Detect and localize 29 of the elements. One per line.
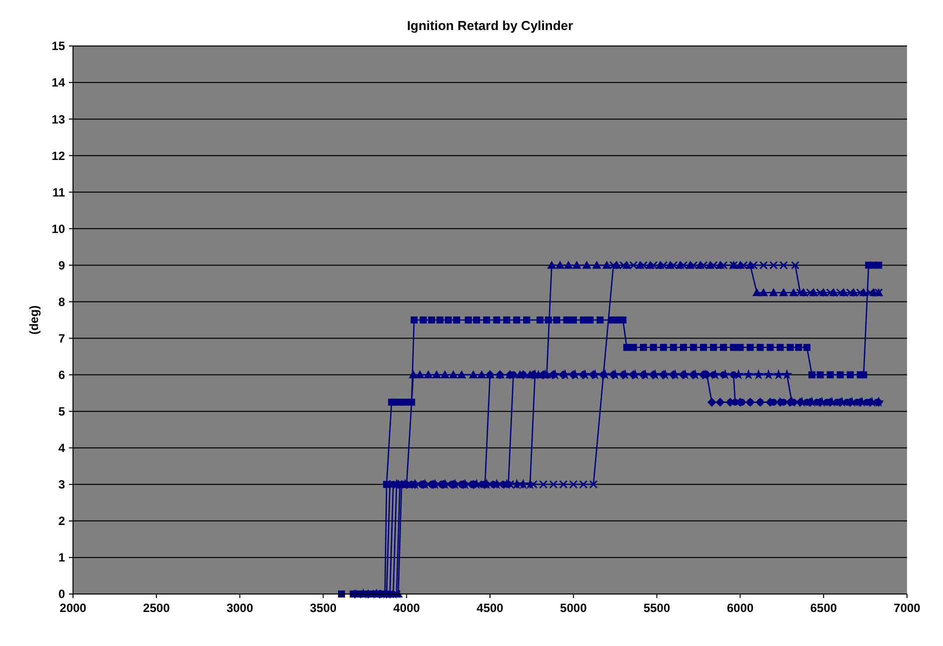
x-tick-label: 3500: [310, 601, 337, 615]
y-tick-label: 5: [58, 404, 66, 419]
y-tick-label: 7: [58, 331, 66, 346]
x-tick-label: 6000: [726, 601, 754, 615]
x-tick-label: 5000: [560, 601, 588, 615]
x-tick-label: 5500: [643, 601, 670, 615]
x-tick-label: 3000: [226, 601, 254, 615]
y-tick-label: 6: [58, 368, 66, 382]
y-tick-label: 11: [52, 185, 66, 200]
x-tick-label: 2500: [143, 601, 170, 615]
y-tick-label: 0: [58, 587, 66, 602]
y-tick-label: 8: [58, 294, 66, 309]
y-axis-title: (deg): [27, 305, 41, 335]
x-tick-label: 4000: [393, 601, 420, 615]
y-tick-label: 15: [52, 39, 66, 54]
x-tick-label: 4500: [476, 601, 504, 615]
y-tick-label: 1: [58, 550, 66, 565]
x-tick-label: 7000: [894, 601, 921, 615]
chart-title: Ignition Retard by Cylinder: [406, 18, 574, 33]
y-tick-label: 4: [58, 441, 66, 456]
y-tick-label: 12: [52, 148, 66, 163]
y-tick-label: 10: [52, 222, 66, 236]
y-tick-label: 2: [58, 514, 66, 528]
y-tick-label: 14: [52, 76, 66, 90]
y-tick-label: 9: [58, 258, 66, 272]
y-tick-label: 13: [52, 112, 66, 126]
x-tick-label: 2000: [60, 601, 87, 615]
x-tick-label: 6500: [810, 601, 838, 615]
y-tick-label: 3: [58, 478, 66, 492]
